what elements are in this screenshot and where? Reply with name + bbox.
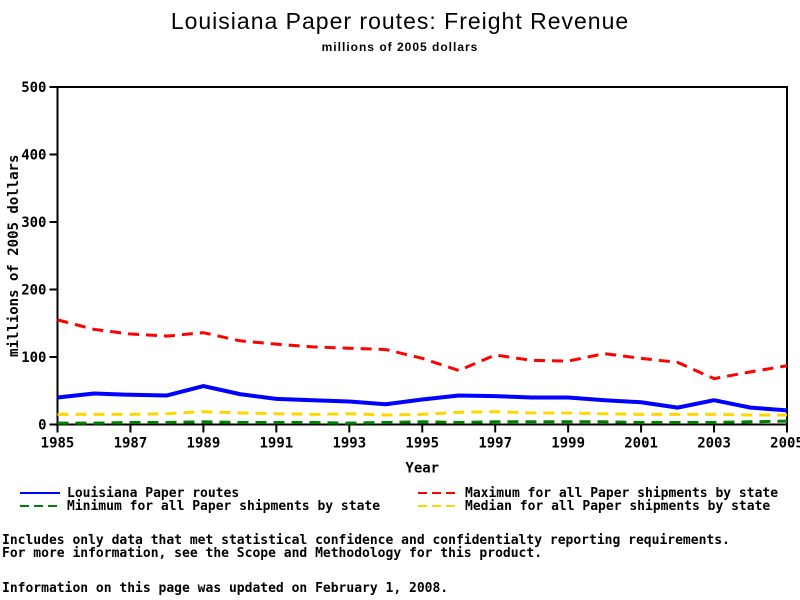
- x-tick-label: 1987: [114, 436, 148, 452]
- y-axis-title: millions of 2005 dollars: [6, 155, 22, 357]
- legend-item: Maximum for all Paper shipments by state: [418, 485, 779, 501]
- x-tick-label: 2001: [624, 436, 658, 452]
- x-tick-label: 1989: [187, 436, 221, 452]
- chart-title: Louisiana Paper routes: Freight Revenue: [170, 8, 630, 34]
- x-axis-title: Year: [405, 461, 439, 477]
- series-line-louisiana: [57, 384, 788, 413]
- legend-item: Minimum for all Paper shipments by state: [20, 498, 381, 514]
- legend-line-swatch: [418, 505, 458, 507]
- x-tick-label: 2003: [697, 436, 731, 452]
- legend-item: Median for all Paper shipments by state: [418, 498, 771, 514]
- legend-label: Median for all Paper shipments by state: [465, 498, 771, 514]
- series-line-maximum: [57, 318, 788, 381]
- x-tick-label: 1995: [405, 436, 439, 452]
- footer-updated-note: Information on this page was updated on …: [2, 581, 449, 596]
- y-tick-label: 500: [21, 80, 46, 96]
- plot-frame: [56, 86, 788, 426]
- legend-line-swatch: [418, 492, 458, 494]
- legend-item: Louisiana Paper routes: [20, 485, 240, 501]
- legend-line-swatch: [20, 505, 60, 507]
- series-line-median: [57, 410, 787, 417]
- x-tick-label: 1997: [478, 436, 512, 452]
- series-line-minimum: [57, 419, 788, 425]
- x-tick-label: 1999: [551, 436, 585, 452]
- x-tick-label: 1991: [259, 436, 293, 452]
- legend-label: Minimum for all Paper shipments by state: [67, 498, 381, 514]
- y-tick-label: 100: [21, 350, 46, 366]
- y-tick-label: 300: [21, 215, 46, 231]
- line-chart-plot: 0 100 200 300 400 500 1985 1987 1989 1991 1993 1995…: [6, 80, 800, 477]
- footer-note-line2: For more information, see the Scope and …: [2, 546, 543, 561]
- footer-note-line1: Includes only data that met statistical …: [2, 533, 730, 548]
- y-tick-label: 0: [38, 418, 46, 434]
- y-tick-label: 400: [21, 148, 46, 164]
- legend-label: Louisiana Paper routes: [67, 485, 240, 501]
- x-tick-label: 2005: [770, 436, 800, 452]
- legend-label: Maximum for all Paper shipments by state: [465, 485, 779, 501]
- chart-subtitle: millions of 2005 dollars: [321, 40, 479, 54]
- y-tick-label: 200: [21, 283, 46, 299]
- x-tick-label: 1993: [332, 436, 366, 452]
- x-tick-label: 1985: [41, 436, 75, 452]
- legend-line-swatch: [20, 492, 60, 494]
